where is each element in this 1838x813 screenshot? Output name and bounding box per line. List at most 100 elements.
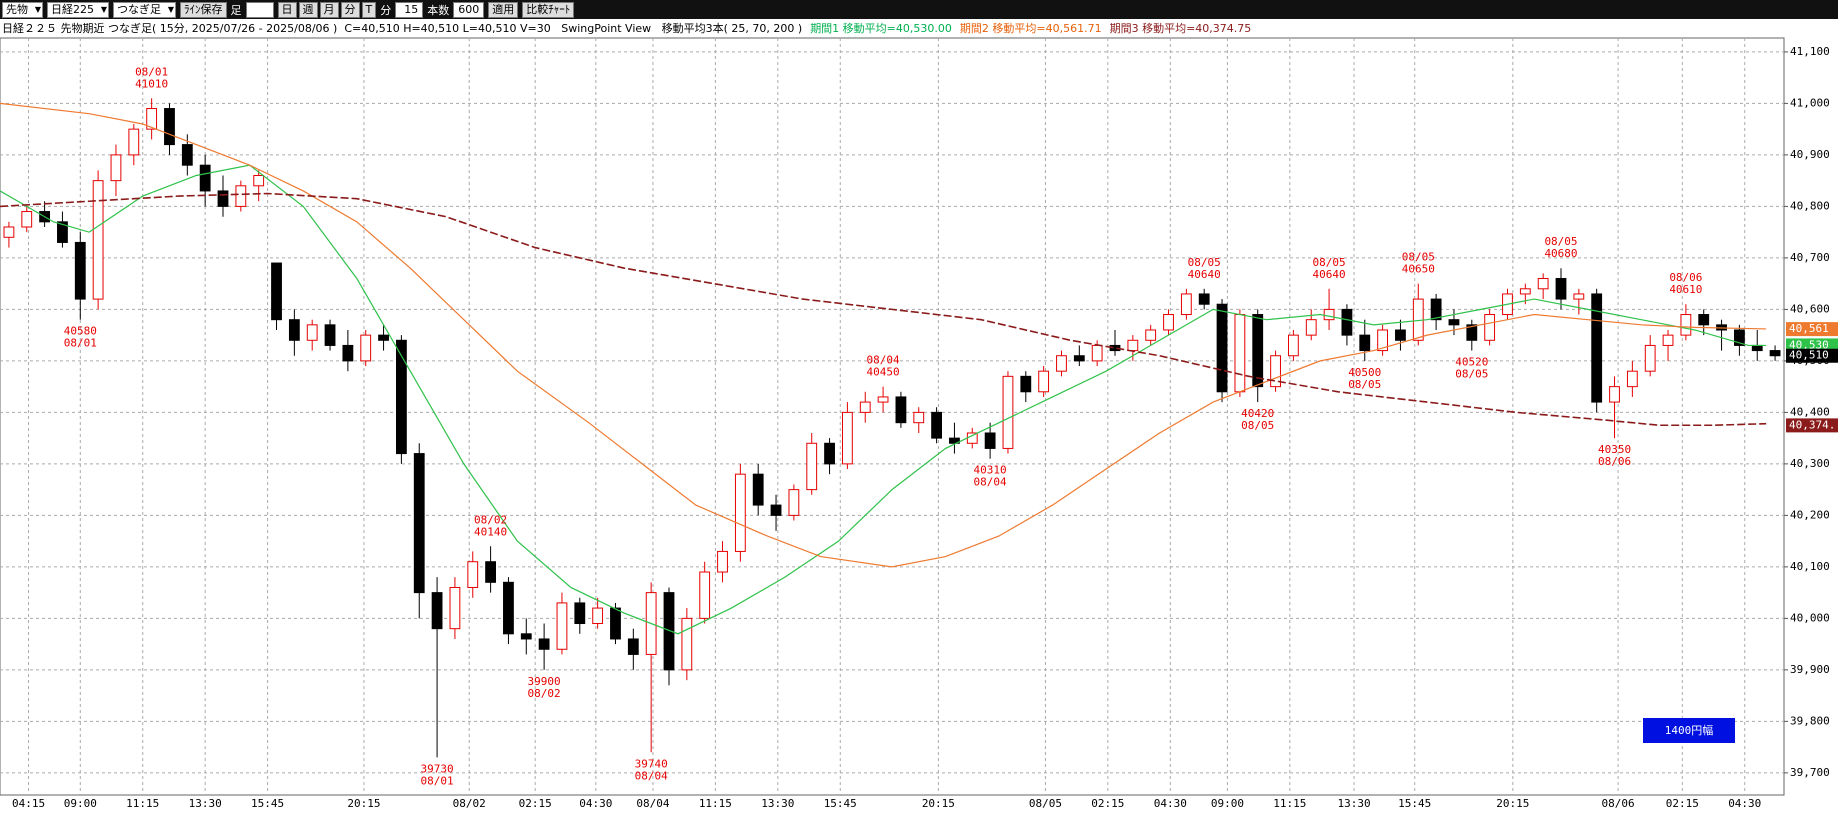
period-button[interactable]: 日	[277, 1, 297, 18]
swing-price: 40310	[974, 464, 1007, 477]
candle-body	[1555, 277, 1567, 300]
x-tick-label: 20:15	[347, 797, 380, 810]
swing-price: 40610	[1669, 283, 1702, 296]
interval-input[interactable]: 15	[395, 1, 424, 18]
y-tick-label: 40,000	[1790, 611, 1830, 624]
period-button[interactable]: 月	[319, 1, 339, 18]
candle-body	[984, 432, 996, 449]
candle-body	[1234, 314, 1246, 393]
candle-body	[74, 241, 86, 300]
candle-body	[806, 442, 818, 491]
swing-date: 08/06	[1598, 455, 1631, 468]
candle-body	[378, 334, 389, 341]
swing-date: 08/01	[135, 65, 168, 78]
candle-body	[1163, 314, 1174, 331]
ashi-label: 足	[230, 3, 242, 17]
x-tick-label: 13:30	[761, 797, 794, 810]
candle-body	[1305, 319, 1317, 336]
index-select[interactable]: 日経225	[47, 1, 109, 18]
y-tick-label: 39,800	[1790, 714, 1830, 727]
candle-body	[699, 571, 711, 619]
ma-value-box-label: 40,374.	[1789, 418, 1835, 431]
candle-body	[1537, 277, 1549, 290]
y-tick-label: 40,700	[1790, 251, 1830, 264]
candle-body	[913, 411, 925, 424]
swing-date: 08/05	[1188, 256, 1221, 269]
swing-price: 40140	[474, 525, 507, 538]
swing-price: 40450	[867, 366, 900, 379]
candle-body	[271, 262, 282, 321]
candle-body	[92, 180, 104, 300]
x-tick-label: 04:15	[12, 797, 45, 810]
market-select[interactable]: 先物	[2, 1, 43, 18]
x-tick-label: 02:15	[519, 797, 552, 810]
x-tick-label: 09:00	[1211, 797, 1244, 810]
candle-body	[1145, 329, 1157, 341]
candle-body	[770, 504, 782, 516]
x-tick-label: 08/02	[453, 797, 486, 810]
candle-body	[217, 190, 229, 207]
y-tick-label: 40,100	[1790, 560, 1830, 573]
x-tick-label: 13:30	[189, 797, 222, 810]
count-input[interactable]: 600	[453, 1, 485, 18]
candle-body	[1626, 370, 1638, 388]
swing-date: 08/06	[1669, 271, 1702, 284]
save-line-button[interactable]: ﾗｲﾝ保存	[180, 1, 227, 18]
candle-body	[1484, 314, 1496, 341]
color-box[interactable]	[245, 1, 274, 18]
swing-date: 08/05	[1348, 378, 1381, 391]
candle-body	[128, 128, 140, 156]
candle-body	[734, 473, 746, 552]
candle-body	[877, 396, 889, 403]
header-segment: 期間1 移動平均=40,530.00	[810, 22, 952, 35]
apply-button[interactable]: 適用	[488, 1, 519, 18]
swing-price: 40500	[1348, 366, 1381, 379]
candle-body	[288, 319, 300, 341]
period-button[interactable]: 分	[340, 1, 360, 18]
x-tick-label: 11:15	[1273, 797, 1306, 810]
swing-date: 08/01	[64, 337, 97, 350]
x-tick-label: 20:15	[1496, 797, 1529, 810]
bar-type-select[interactable]: つなぎ足	[113, 1, 176, 18]
period-button[interactable]: T	[361, 1, 377, 18]
candle-body	[1448, 319, 1460, 326]
y-tick-label: 39,700	[1790, 766, 1830, 779]
candle-body	[1216, 303, 1228, 393]
candle-body	[199, 164, 211, 192]
candle-body	[1198, 293, 1210, 305]
swing-date: 08/05	[1402, 251, 1435, 264]
candle-body	[574, 602, 586, 625]
candle-body	[395, 339, 407, 455]
candle-body	[1519, 288, 1531, 295]
candle-body	[342, 344, 354, 362]
header-segment: 日経２２５ 先物期近 つなぎ足( 15分, 2025/07/26 - 2025/…	[2, 22, 803, 35]
y-tick-label: 39,900	[1790, 663, 1830, 676]
candle-body	[1698, 314, 1710, 326]
swing-price: 39900	[528, 675, 561, 688]
candle-body	[841, 411, 853, 465]
y-tick-label: 40,300	[1790, 457, 1830, 470]
x-tick-label: 02:15	[1666, 797, 1699, 810]
y-tick-label: 41,000	[1790, 96, 1830, 109]
chart-header: 日経２２５ 先物期近 つなぎ足( 15分, 2025/07/26 - 2025/…	[2, 20, 1251, 36]
candle-body	[21, 211, 33, 228]
x-tick-label: 09:00	[64, 797, 97, 810]
candle-body	[110, 154, 122, 182]
candle-body	[57, 221, 68, 243]
period-button[interactable]: 週	[298, 1, 318, 18]
candle-body	[324, 324, 336, 346]
candle-body	[1020, 375, 1032, 393]
x-tick-label: 15:45	[251, 797, 284, 810]
candle-body	[1073, 355, 1085, 362]
candle-body	[556, 602, 568, 650]
x-tick-label: 04:30	[579, 797, 612, 810]
swing-date: 08/05	[1455, 368, 1488, 381]
candle-body	[306, 324, 318, 341]
moving-average	[0, 192, 1767, 427]
candle-body	[592, 607, 604, 625]
compare-button[interactable]: 比較ﾁｬｰﾄ	[522, 1, 575, 18]
x-tick-label: 15:45	[1398, 797, 1431, 810]
swing-date: 08/02	[528, 687, 561, 700]
